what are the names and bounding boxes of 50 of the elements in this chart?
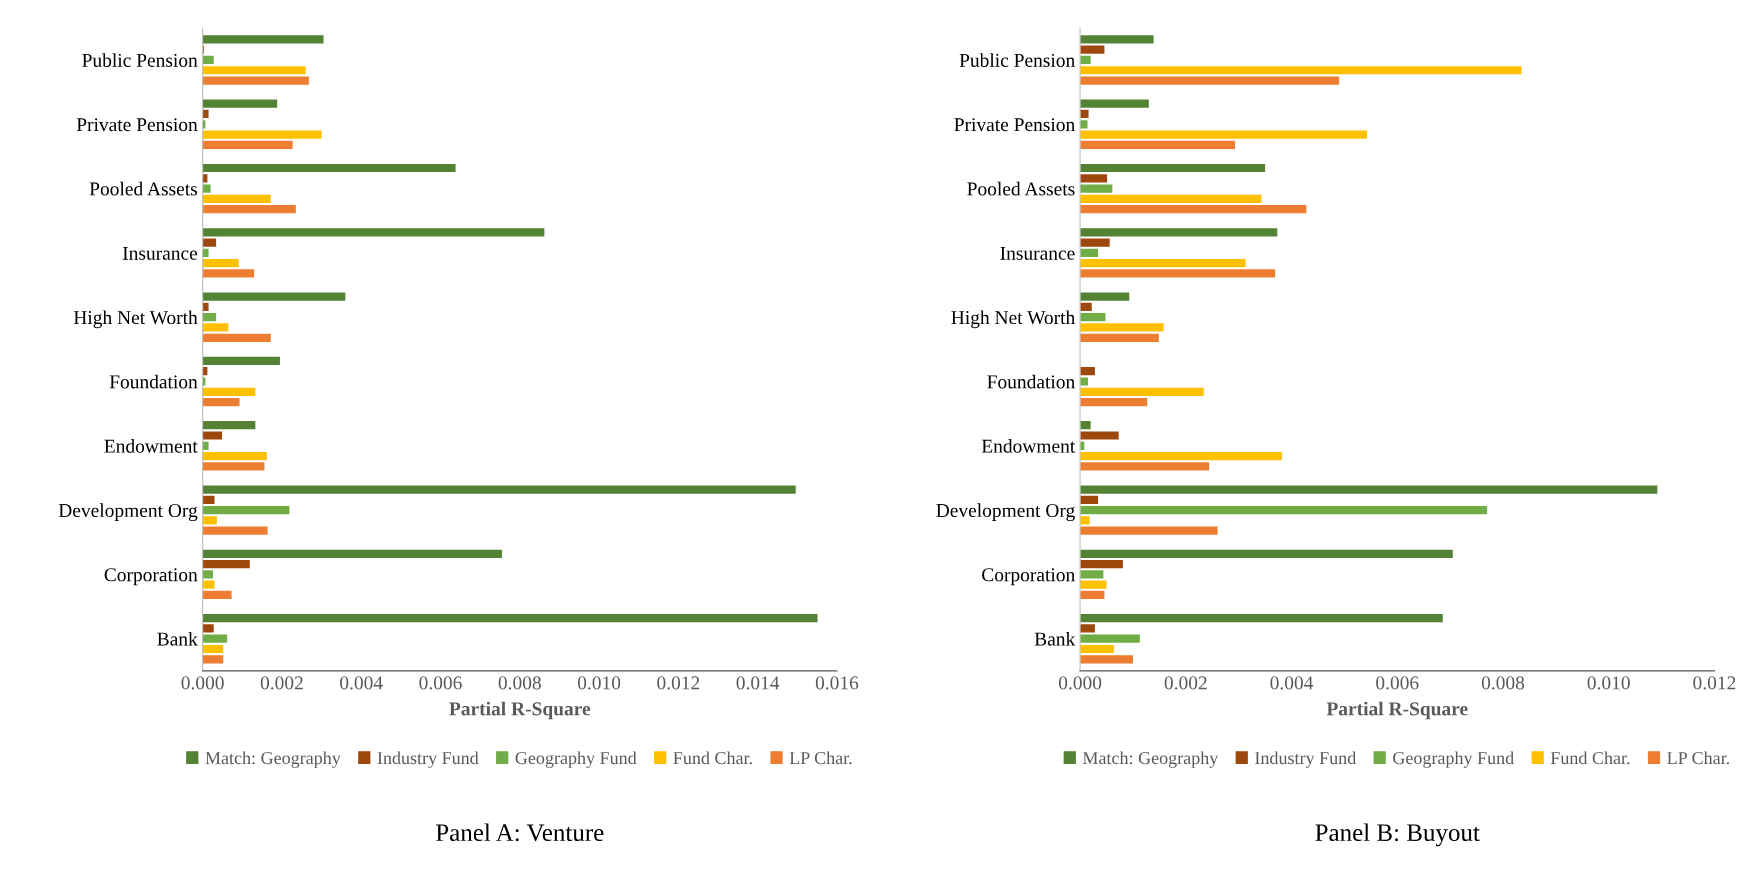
x-tick-label: 0.010 bbox=[1587, 676, 1630, 690]
y-tick-label: Bank bbox=[157, 631, 198, 646]
y-tick-label: Insurance bbox=[122, 246, 198, 260]
x-tick-label: 0.000 bbox=[181, 676, 224, 690]
x-tick-label: 0.006 bbox=[1376, 676, 1419, 690]
x-tick-label: 0.002 bbox=[1164, 676, 1207, 690]
legend-label: Industry Fund bbox=[377, 751, 479, 768]
legend-label: Fund Char. bbox=[673, 751, 752, 765]
y-tick-label: Corporation bbox=[104, 568, 198, 586]
y-tick-label: Public Pension bbox=[959, 53, 1075, 67]
y-tick-label: Development Org bbox=[936, 503, 1075, 522]
y-tick-label: Private Pension bbox=[76, 118, 198, 132]
legend-label: Fund Char. bbox=[1550, 751, 1630, 765]
y-tick-label: Pooled Assets bbox=[89, 181, 198, 196]
x-tick-label: 0.006 bbox=[419, 676, 462, 690]
x-tick-label: 0.010 bbox=[577, 676, 621, 690]
y-tick-label: Insurance bbox=[1000, 246, 1075, 260]
y-tick-label: Endowment bbox=[981, 439, 1076, 453]
legend-label: LP Char. bbox=[1667, 751, 1729, 765]
x-tick-label: 0.016 bbox=[815, 676, 859, 690]
legend-label: Match: Geography bbox=[205, 751, 341, 768]
x-tick-label: 0.014 bbox=[736, 676, 780, 690]
x-tick-label: 0.002 bbox=[260, 676, 303, 690]
legend-label: Geography Fund bbox=[1393, 751, 1514, 768]
y-tick-label: Pooled Assets bbox=[967, 181, 1075, 196]
legend-label: Geography Fund bbox=[515, 751, 637, 768]
y-tick-label: Bank bbox=[1034, 631, 1076, 646]
y-tick-label: High Net Worth bbox=[73, 310, 198, 329]
x-tick-label: 0.012 bbox=[1693, 676, 1736, 690]
y-tick-label: Endowment bbox=[104, 439, 198, 453]
y-tick-label: Public Pension bbox=[82, 53, 198, 67]
x-tick-label: 0.008 bbox=[1481, 676, 1525, 690]
y-tick-label: Corporation bbox=[982, 568, 1075, 586]
text: Panel A: Venture bbox=[436, 823, 604, 842]
y-tick-label: Foundation bbox=[109, 374, 198, 389]
x-tick-label: 0.008 bbox=[498, 676, 541, 690]
y-tick-label: Development Org bbox=[58, 503, 198, 522]
x-tick-label: 0.004 bbox=[1270, 676, 1314, 690]
x-tick-label: 0.004 bbox=[340, 676, 383, 690]
legend-label: Industry Fund bbox=[1255, 751, 1356, 768]
legend-label: Match: Geography bbox=[1082, 751, 1219, 768]
x-axis-title: Partial R-Square bbox=[1326, 701, 1468, 720]
y-tick-label: High Net Worth bbox=[951, 310, 1075, 329]
x-axis-title: Partial R-Square bbox=[449, 701, 591, 720]
legend-label: LP Char. bbox=[789, 751, 852, 765]
x-tick-label: 0.012 bbox=[657, 676, 700, 690]
y-tick-label: Foundation bbox=[987, 374, 1075, 389]
y-tick-label: Private Pension bbox=[954, 118, 1075, 132]
x-tick-label: 0.000 bbox=[1058, 676, 1102, 690]
text: Panel B: Buyout bbox=[1315, 823, 1480, 847]
